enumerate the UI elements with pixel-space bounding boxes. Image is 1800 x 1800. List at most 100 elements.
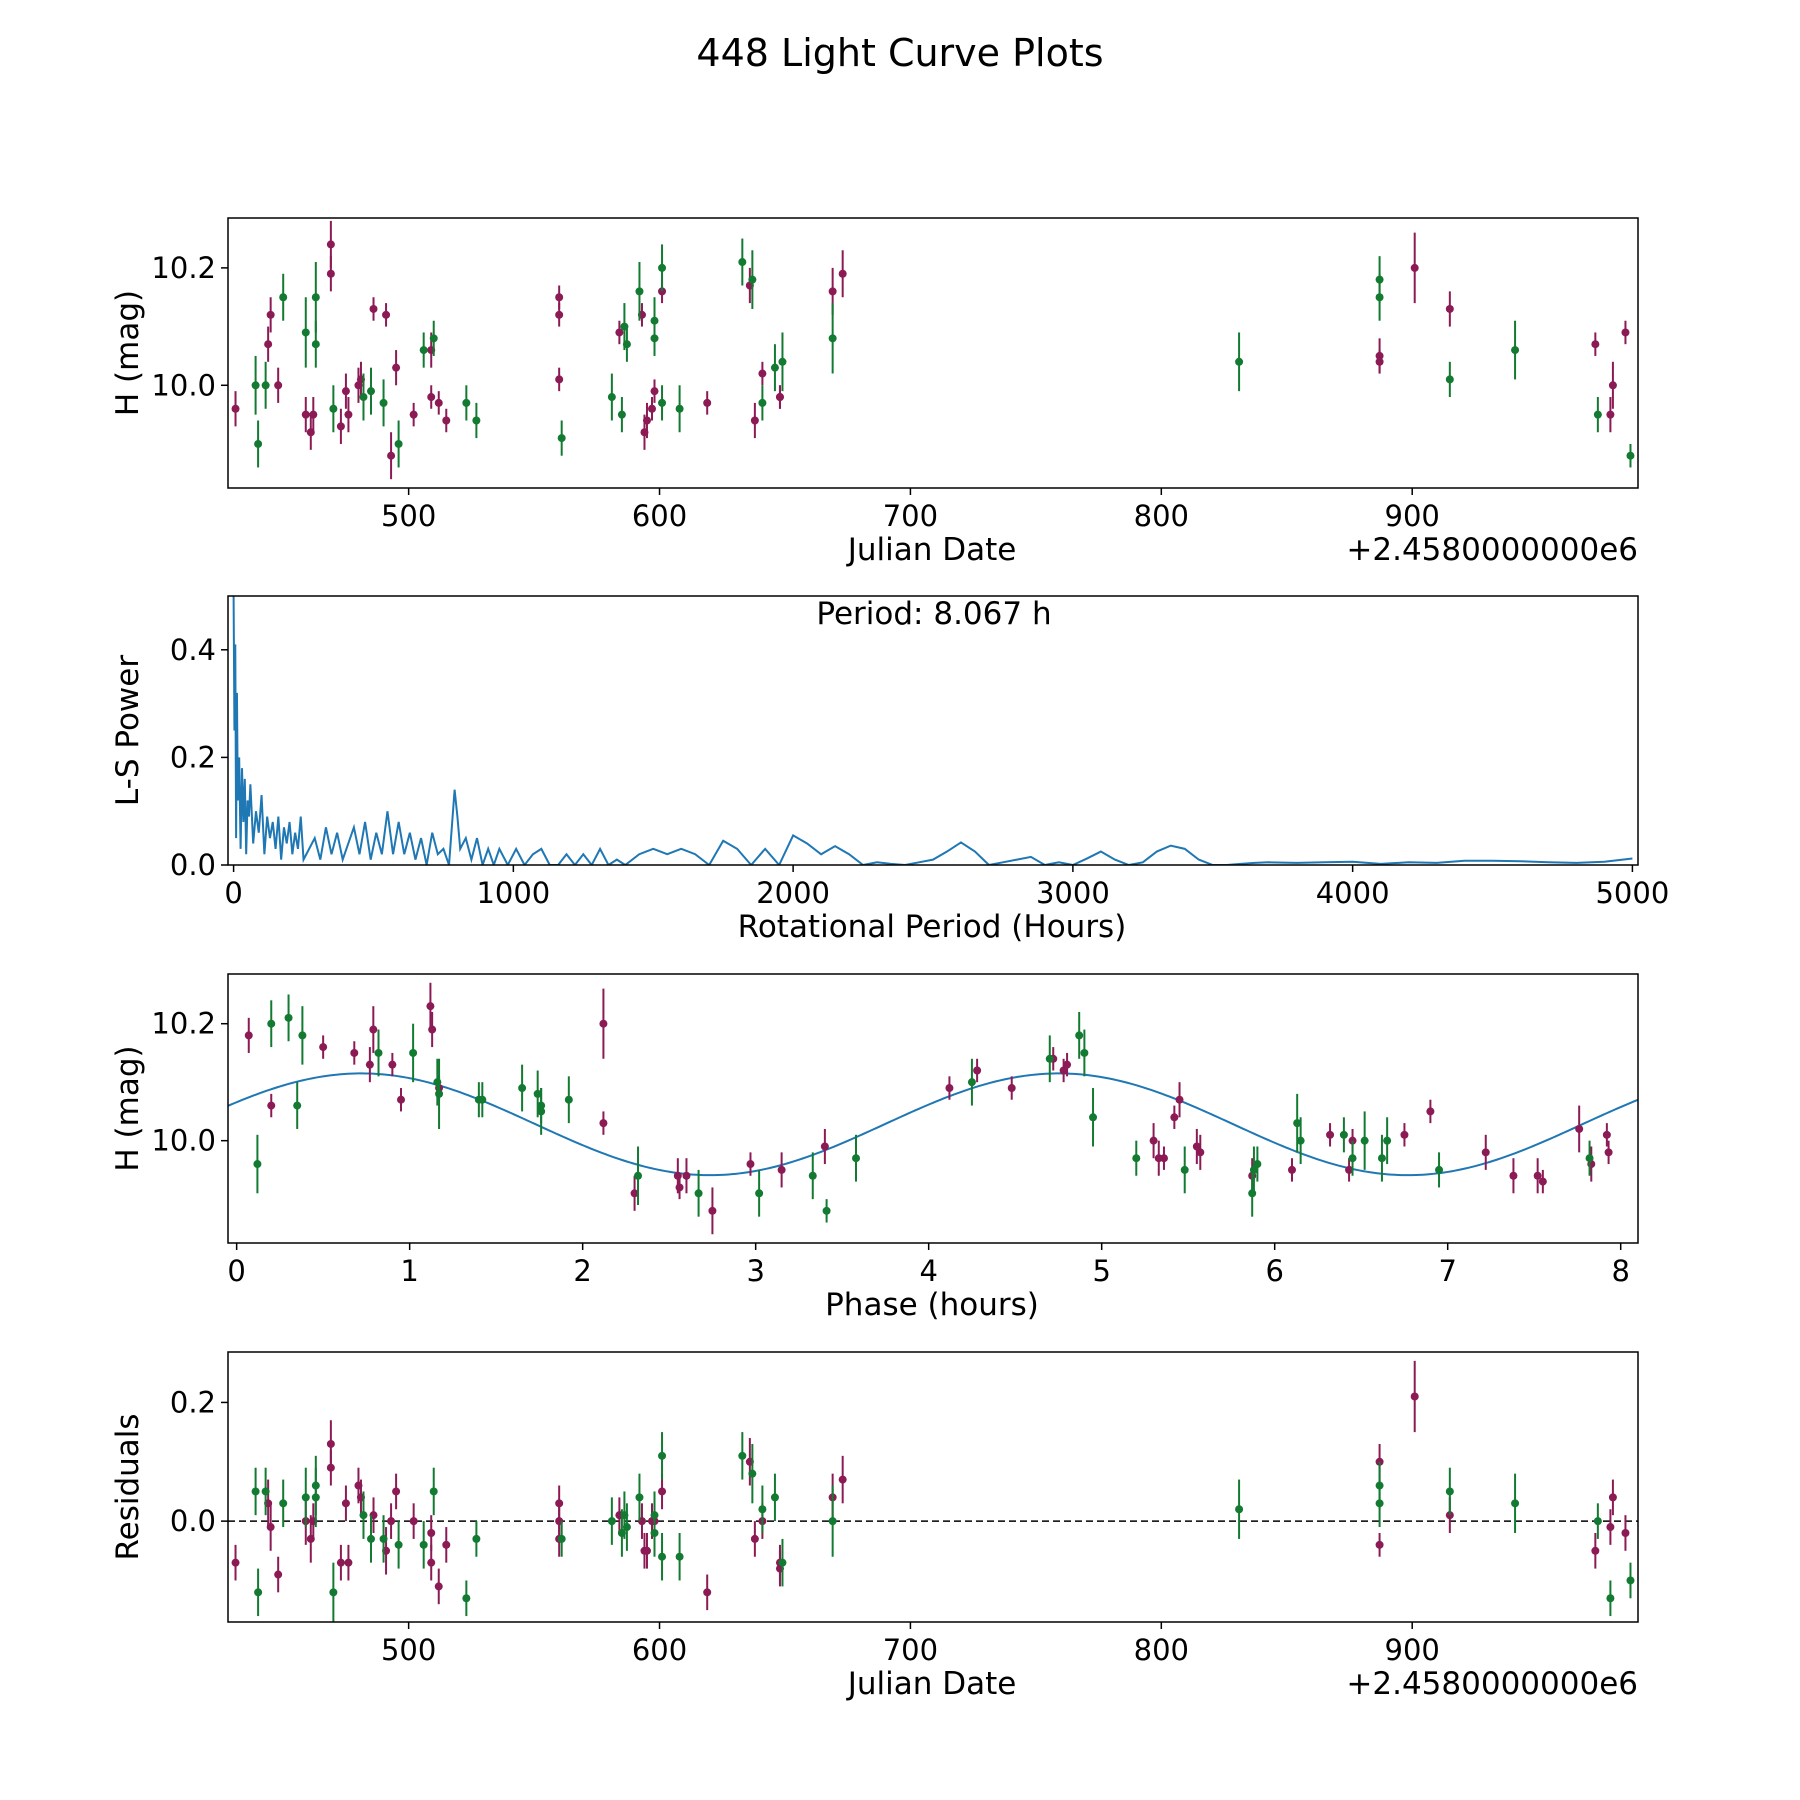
data-point (1059, 1066, 1068, 1075)
series_a-point (264, 326, 273, 362)
data-point (394, 439, 403, 448)
series_a-point (650, 379, 659, 403)
data-point (617, 410, 626, 419)
data-point (758, 398, 767, 407)
data-point (359, 393, 368, 402)
data-point (808, 1171, 817, 1180)
data-point (409, 1048, 418, 1057)
data-point (435, 1089, 444, 1098)
data-point (254, 439, 263, 448)
data-point (1410, 1392, 1419, 1401)
data-point (311, 293, 320, 302)
data-point (1533, 1171, 1542, 1180)
series_b-point (267, 1000, 276, 1048)
data-point (1235, 1505, 1244, 1514)
series_a-point (434, 391, 443, 415)
plot-area (231, 220, 1635, 480)
x-tick-label: 0 (224, 876, 242, 910)
data-point (419, 346, 428, 355)
x-tick-label: 6 (1265, 1254, 1283, 1288)
series_b-point (1080, 1029, 1089, 1077)
series_b-point (748, 250, 757, 309)
data-point (326, 269, 335, 278)
series_b-point (675, 385, 684, 433)
series_a-point (1587, 1146, 1596, 1182)
data-point (1585, 1154, 1594, 1163)
series_b-point (359, 1491, 368, 1539)
series_b-point (1383, 1117, 1392, 1165)
series_a-point (1533, 1158, 1542, 1194)
series_b-point (1235, 1479, 1244, 1539)
data-point (397, 1095, 406, 1104)
data-point (1045, 1054, 1054, 1063)
data-point (770, 1493, 779, 1502)
data-point (758, 369, 767, 378)
x-tick-label: 1 (400, 1254, 418, 1288)
series_b-point (374, 1029, 383, 1077)
series_a-point (1345, 1158, 1354, 1182)
series_b-point (1339, 1117, 1348, 1153)
series_b-point (301, 297, 310, 368)
series_a-point (1538, 1169, 1547, 1194)
data-point (429, 1487, 438, 1496)
data-point (472, 416, 481, 425)
figure-title: 448 Light Curve Plots (696, 31, 1103, 75)
data-point (1602, 1130, 1611, 1139)
data-point (746, 1160, 755, 1169)
data-point (274, 381, 283, 390)
series_b-point (557, 420, 566, 456)
series_b-point (557, 1521, 566, 1557)
data-point (537, 1101, 546, 1110)
data-point (622, 1523, 631, 1532)
data-point (1235, 357, 1244, 366)
data-point (1445, 1487, 1454, 1496)
data-point (642, 1546, 651, 1555)
series_a-point (1606, 397, 1615, 433)
data-point (379, 1534, 388, 1543)
series_a-point (675, 1175, 684, 1200)
data-point (1606, 410, 1615, 419)
data-point (852, 1154, 861, 1163)
series_a-point (775, 385, 784, 409)
series_a-point (1063, 1052, 1072, 1077)
data-point (1606, 1594, 1615, 1603)
data-point (635, 287, 644, 296)
series_b-point (537, 1088, 546, 1124)
series_b-point (301, 1467, 310, 1528)
x-tick-label: 500 (381, 499, 436, 533)
series_b-point (1296, 1117, 1305, 1165)
series_b-point (1132, 1140, 1141, 1176)
series_a-point (758, 361, 767, 386)
data-point (387, 1517, 396, 1526)
series_b-point (1089, 1088, 1098, 1147)
x-tick-label: 600 (632, 1633, 687, 1667)
series_b-point (758, 385, 767, 421)
data-point (254, 1588, 263, 1597)
series_b-point (329, 385, 338, 433)
data-point (267, 1101, 276, 1110)
series_b-point (1348, 1140, 1357, 1176)
data-point (409, 1517, 418, 1526)
data-point (1604, 1148, 1613, 1157)
y-tick-label: 0.0 (170, 1504, 216, 1538)
data-point (1435, 1165, 1444, 1174)
data-point (1410, 263, 1419, 272)
series_a-point (1149, 1123, 1158, 1159)
series_a-point (1175, 1082, 1184, 1118)
data-point (392, 363, 401, 372)
series_a-point (341, 373, 350, 409)
series_a-point (231, 1544, 240, 1581)
data-point (828, 287, 837, 296)
series_a-point (555, 303, 564, 327)
data-point (434, 398, 443, 407)
data-point (298, 1031, 307, 1040)
data-point (329, 1588, 338, 1597)
data-point (1626, 1576, 1635, 1585)
y-tick-label: 0.4 (170, 633, 216, 667)
series_a-point (1575, 1105, 1584, 1153)
series_a-point (1608, 1479, 1617, 1516)
series_b-point (675, 1532, 684, 1581)
data-point (293, 1101, 302, 1110)
series_b-point (253, 1134, 262, 1194)
x-tick-label: 800 (1134, 1633, 1189, 1667)
